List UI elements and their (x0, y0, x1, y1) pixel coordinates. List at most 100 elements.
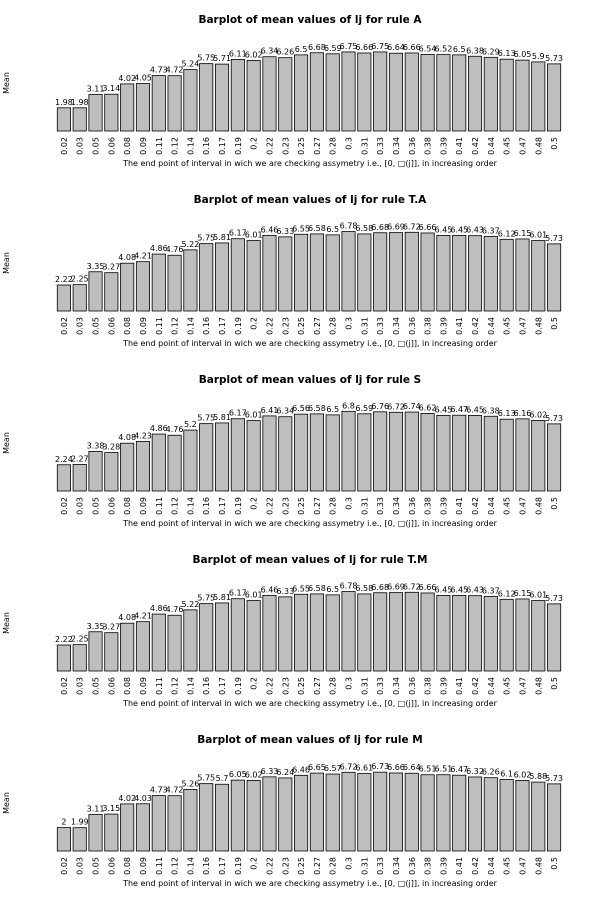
data-label: 6.41 (261, 406, 279, 415)
data-label: 5.88 (529, 772, 547, 781)
x-tick-label: 0.27 (313, 497, 322, 515)
x-tick-label: 0.11 (155, 497, 164, 515)
data-label: 6.75 (371, 42, 389, 51)
bar (420, 774, 435, 852)
x-tick-label: 0.08 (123, 137, 132, 155)
data-label: 6.38 (466, 46, 484, 55)
bar (436, 235, 451, 312)
bar (151, 75, 166, 132)
x-axis-label: The end point of interval in wich we are… (122, 519, 498, 528)
x-tick-label: 0.23 (281, 137, 290, 155)
x-tick-label: 0.05 (92, 137, 101, 155)
x-tick-label: 0.22 (265, 137, 274, 155)
bar (278, 57, 293, 132)
x-tick-label: 0.06 (107, 137, 116, 155)
data-label: 6.32 (466, 767, 484, 776)
data-label: 6.29 (482, 47, 500, 56)
bar (452, 595, 467, 672)
data-label: 6.01 (245, 231, 263, 240)
data-label: 6.02 (245, 770, 263, 779)
chart-panel: Barplot of mean values of lj for rule M M… (2, 734, 563, 888)
bar (373, 592, 388, 672)
x-tick-label: 0.47 (518, 497, 527, 515)
x-tick-label: 0.17 (218, 137, 227, 155)
bar (262, 415, 277, 492)
y-axis-label: Mean (2, 432, 11, 454)
x-tick-label: 0.41 (455, 857, 464, 875)
x-tick-label: 0.3 (345, 857, 354, 870)
bar (531, 420, 546, 492)
data-label: 2.22 (55, 275, 73, 284)
data-label: 5.7 (216, 774, 229, 783)
data-label: 6.45 (435, 225, 453, 234)
bar (135, 803, 151, 852)
data-label: 6.8 (342, 401, 355, 410)
data-label: 5.26 (182, 779, 200, 788)
bar (373, 411, 388, 492)
x-tick-label: 0.05 (92, 317, 101, 335)
bar (88, 271, 103, 312)
bar (515, 780, 530, 852)
data-label: 6.34 (261, 47, 279, 56)
data-label: 6.45 (435, 585, 453, 594)
data-label: 6.16 (514, 409, 532, 418)
x-tick-label: 0.16 (202, 137, 211, 155)
data-label: 6.59 (355, 404, 373, 413)
bar (547, 63, 562, 132)
bar (88, 814, 103, 852)
x-tick-label: 0.33 (376, 317, 385, 335)
x-tick-label: 0.09 (139, 677, 148, 695)
x-tick-label: 0.34 (392, 137, 401, 155)
x-tick-label: 0.48 (534, 857, 543, 875)
bar (135, 261, 151, 312)
x-tick-label: 0.14 (186, 137, 195, 155)
bar (167, 75, 182, 132)
bar (483, 56, 498, 132)
data-label: 4.86 (150, 244, 168, 253)
bar (547, 423, 562, 492)
bar (246, 240, 261, 312)
x-tick-label: 0.03 (76, 677, 85, 695)
bar (309, 233, 324, 312)
x-tick-label: 0.2 (250, 857, 259, 870)
bar (515, 238, 530, 312)
x-tick-label: 0.16 (202, 317, 211, 335)
bar (214, 783, 230, 852)
x-tick-label: 0.14 (186, 677, 195, 695)
bar (388, 232, 404, 312)
bar (309, 413, 324, 492)
data-label: 6.66 (355, 43, 373, 52)
x-tick-label: 0.08 (123, 857, 132, 875)
x-axis-label: The end point of interval in wich we are… (122, 159, 498, 168)
x-tick-label: 0.16 (202, 857, 211, 875)
x-tick-label: 0.09 (139, 317, 148, 335)
data-label: 6.12 (498, 589, 516, 598)
x-tick-label: 0.17 (218, 677, 227, 695)
bar (309, 593, 324, 672)
bar (309, 772, 324, 852)
x-tick-label: 0.36 (408, 137, 417, 155)
x-tick-label: 0.28 (329, 137, 338, 155)
x-tick-label: 0.44 (487, 317, 496, 335)
data-label: 5.73 (545, 234, 563, 243)
bar (531, 600, 546, 672)
data-label: 6.26 (482, 768, 500, 777)
data-label: 6.64 (387, 43, 405, 52)
bar (531, 240, 546, 312)
x-tick-label: 0.36 (408, 497, 417, 515)
bar (246, 600, 261, 672)
bar (214, 602, 230, 672)
data-label: 6.58 (308, 404, 326, 413)
x-tick-label: 0.3 (345, 677, 354, 690)
data-label: 6.45 (450, 225, 468, 234)
x-tick-label: 0.12 (171, 317, 180, 335)
data-label: 4.72 (166, 786, 184, 795)
data-label: 6.46 (261, 585, 279, 594)
x-tick-label: 0.25 (297, 317, 306, 335)
data-label: 6.47 (450, 405, 468, 414)
bar (72, 827, 87, 852)
x-tick-label: 0.03 (76, 497, 85, 515)
bar (436, 415, 451, 492)
x-tick-label: 0.28 (329, 857, 338, 875)
x-tick-label: 0.39 (439, 137, 448, 155)
